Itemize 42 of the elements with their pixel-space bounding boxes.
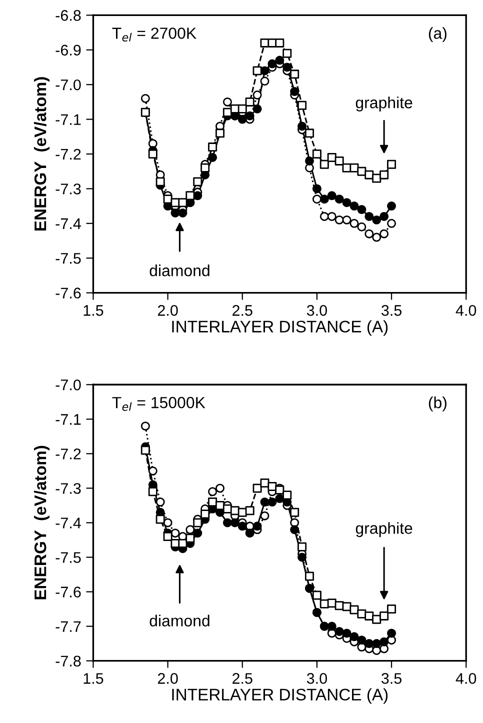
y-tick-label: -7.3 [56, 483, 81, 494]
y-tick-label: -7.0 [56, 380, 81, 390]
annotation: diamond [150, 614, 210, 626]
x-tick-label: 2.5 [232, 673, 252, 684]
annotation: (a) [428, 27, 446, 42]
x-tick-label: 1.5 [84, 305, 104, 316]
annotation: (b) [428, 396, 446, 412]
y-tick-label: -6.9 [56, 44, 81, 56]
x-tick-label: 3.0 [306, 305, 327, 316]
x-tick-label: 3.5 [381, 305, 402, 316]
y-tick-label: -7.5 [56, 552, 81, 563]
y-tick-label: -7.0 [56, 79, 81, 90]
y-tick-label: -6.8 [56, 10, 81, 21]
y-tick-label: -7.6 [56, 288, 81, 298]
x-tick-label: 1.5 [84, 673, 104, 684]
x-tick-label: 2.5 [232, 305, 252, 316]
y-tick-label: -7.7 [56, 621, 81, 632]
x-tick-label: 3.5 [381, 673, 402, 684]
y-tick-label: -7.2 [56, 448, 81, 460]
y-tick-label: -7.2 [56, 148, 81, 160]
y-tick-label: -7.1 [56, 414, 81, 425]
y-tick-label: -7.8 [56, 656, 81, 667]
y-tick-label: -7.3 [56, 184, 81, 194]
y-tick-label: -7.1 [56, 114, 81, 125]
y-axis-title: ENERGY (eV/atom) [34, 77, 50, 231]
x-axis-title: INTERLAYER DISTANCE (A) [172, 320, 388, 336]
annotation: T$_{el}$ = 2700K [112, 28, 196, 42]
x-tick-label: 4.0 [456, 305, 476, 316]
x-axis-title: INTERLAYER DISTANCE (A) [172, 688, 388, 704]
y-tick-label: -7.5 [56, 253, 81, 264]
x-tick-label: 2.0 [158, 305, 178, 316]
annotation: T$_{el}$ = 15000K [112, 396, 206, 411]
x-tick-label: 4.0 [456, 673, 476, 684]
x-tick-label: 3.0 [306, 673, 327, 684]
y-tick-label: -7.6 [56, 586, 81, 598]
annotation: diamond [150, 264, 210, 276]
y-tick-label: -7.4 [56, 218, 81, 229]
x-tick-label: 2.0 [158, 673, 178, 684]
y-tick-label: -7.4 [56, 518, 81, 528]
y-axis-title: ENERGY (eV/atom) [34, 446, 50, 600]
annotation: graphite [356, 522, 412, 538]
annotation: graphite [356, 96, 412, 112]
